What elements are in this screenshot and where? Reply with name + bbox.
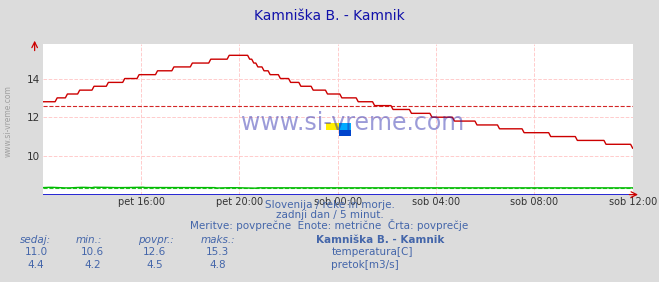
Text: temperatura[C]: temperatura[C] bbox=[331, 247, 413, 257]
Bar bbox=[339, 123, 351, 129]
Text: maks.:: maks.: bbox=[201, 235, 236, 245]
Text: 15.3: 15.3 bbox=[206, 247, 229, 257]
Text: Kamniška B. - Kamnik: Kamniška B. - Kamnik bbox=[316, 235, 445, 245]
Text: 10.6: 10.6 bbox=[80, 247, 104, 257]
Text: Kamniška B. - Kamnik: Kamniška B. - Kamnik bbox=[254, 8, 405, 23]
Text: 12.6: 12.6 bbox=[143, 247, 167, 257]
Text: 4.8: 4.8 bbox=[209, 259, 226, 270]
Bar bbox=[339, 129, 351, 136]
Text: 4.5: 4.5 bbox=[146, 259, 163, 270]
Text: sedaj:: sedaj: bbox=[20, 235, 51, 245]
Text: 4.4: 4.4 bbox=[28, 259, 45, 270]
Text: pretok[m3/s]: pretok[m3/s] bbox=[331, 260, 399, 270]
Text: Slovenija / reke in morje.: Slovenija / reke in morje. bbox=[264, 200, 395, 210]
Bar bbox=[326, 123, 339, 129]
Text: 11.0: 11.0 bbox=[24, 247, 48, 257]
Text: www.si-vreme.com: www.si-vreme.com bbox=[241, 111, 464, 135]
Text: www.si-vreme.com: www.si-vreme.com bbox=[3, 85, 13, 157]
Text: 4.2: 4.2 bbox=[84, 259, 101, 270]
Text: min.:: min.: bbox=[76, 235, 102, 245]
Text: povpr.:: povpr.: bbox=[138, 235, 174, 245]
Text: Meritve: povprečne  Enote: metrične  Črta: povprečje: Meritve: povprečne Enote: metrične Črta:… bbox=[190, 219, 469, 231]
Text: zadnji dan / 5 minut.: zadnji dan / 5 minut. bbox=[275, 210, 384, 220]
